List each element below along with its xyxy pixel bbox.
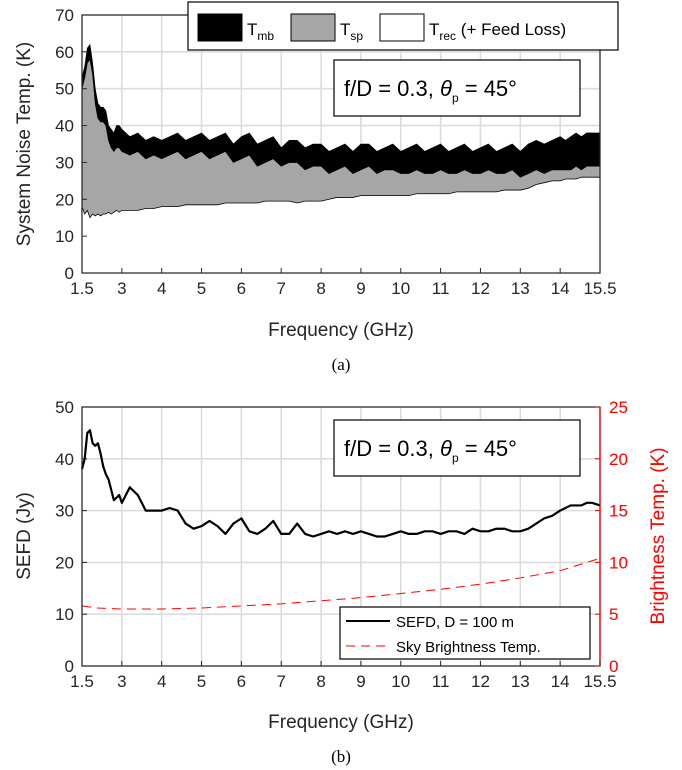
panel-b-y-ticks: 0 10 20 30 40 50 — [55, 398, 87, 676]
legend-swatch-t-rec — [379, 13, 425, 42]
panel-a-y-axis-label: System Noise Temp. (K) — [14, 42, 35, 246]
panel-b-annotation-sub: p — [452, 451, 459, 465]
x-tick-label: 12 — [471, 279, 490, 298]
y-tick-label: 40 — [55, 117, 74, 136]
y-tick-label: 0 — [65, 657, 74, 676]
legend-label-t-mb: Tmb — [247, 20, 274, 43]
y2-tick-label: 0 — [609, 657, 618, 676]
panel-b-caption: (b) — [331, 747, 351, 766]
x-tick-label: 10 — [391, 279, 410, 298]
panel-a-annotation: f/D = 0.3, θp = 45° — [344, 76, 517, 105]
panel-a-legend: Tmb Tsp Trec (+ Feed Loss) — [187, 1, 619, 51]
y-tick-label: 40 — [55, 450, 74, 469]
y-tick-label: 30 — [55, 502, 74, 521]
panel-b-annotation: f/D = 0.3, θp = 45° — [344, 436, 517, 465]
panel-a-x-ticks: 1.5 3 4 5 6 7 8 9 10 11 12 13 14 15.5 — [70, 268, 617, 298]
panel-b-annotation-box — [333, 419, 581, 477]
y2-tick-label: 15 — [609, 502, 628, 521]
x-tick-label: 3 — [117, 672, 126, 691]
panel-b-annotation-prefix: f/D = 0.3, — [344, 436, 440, 461]
x-tick-label: 3 — [117, 279, 126, 298]
x-tick-label: 5 — [197, 279, 206, 298]
x-tick-label: 8 — [316, 279, 325, 298]
x-tick-label: 15.5 — [583, 672, 616, 691]
panel-a-annotation-sub: p — [452, 91, 459, 105]
x-tick-label: 4 — [157, 279, 166, 298]
x-tick-label: 10 — [391, 672, 410, 691]
y-tick-label: 20 — [55, 190, 74, 209]
x-tick-label: 14 — [551, 672, 570, 691]
y-tick-label: 50 — [55, 80, 74, 99]
panel-b-x-axis-label: Frequency (GHz) — [268, 712, 414, 733]
x-tick-label: 1.5 — [70, 279, 94, 298]
x-tick-label: 14 — [551, 279, 570, 298]
x-tick-label: 15.5 — [583, 279, 616, 298]
area-t-rec — [81, 176, 601, 274]
panel-a-chart: 1.5 3 4 5 6 7 8 9 10 11 12 13 14 15.5 0 10 20 30 40 50 60 70… — [14, 1, 619, 374]
y2-tick-label: 10 — [609, 553, 628, 572]
x-tick-label: 13 — [511, 672, 530, 691]
y-tick-label: 20 — [55, 553, 74, 572]
legend-swatch-t-sp — [290, 13, 336, 42]
panel-b-y2-ticks: 0 5 10 15 20 25 — [595, 398, 628, 676]
legend-label-sefd: SEFD, D = 100 m — [396, 614, 514, 631]
y-tick-label: 10 — [55, 227, 74, 246]
x-tick-label: 6 — [237, 279, 246, 298]
y-tick-label: 10 — [55, 605, 74, 624]
y-tick-label: 60 — [55, 43, 74, 62]
x-tick-label: 5 — [197, 672, 206, 691]
panel-a-annotation-suffix: = 45° — [459, 76, 517, 101]
y2-tick-label: 20 — [609, 450, 628, 469]
x-tick-label: 1.5 — [70, 672, 94, 691]
panel-b-lines — [80, 429, 601, 610]
panel-b-legend: SEFD, D = 100 m Sky Brightness Temp. — [339, 606, 591, 660]
x-tick-label: 7 — [276, 672, 285, 691]
legend-label-sky-brightness: Sky Brightness Temp. — [396, 639, 541, 656]
panel-a-caption: (a) — [332, 355, 351, 374]
panel-b-x-ticks: 1.5 3 4 5 6 7 8 9 10 11 12 13 14 15.5 — [70, 661, 617, 691]
panel-a-areas — [81, 43, 601, 274]
legend-swatch-t-mb — [197, 13, 243, 42]
panel-a-y-ticks: 0 10 20 30 40 50 60 70 — [55, 6, 87, 283]
x-tick-label: 8 — [316, 672, 325, 691]
x-tick-label: 11 — [432, 279, 450, 298]
panel-a-x-axis-label: Frequency (GHz) — [268, 320, 414, 341]
panel-a-annotation-prefix: f/D = 0.3, — [344, 76, 440, 101]
y-tick-label: 0 — [65, 264, 74, 283]
y-tick-label: 30 — [55, 153, 74, 172]
x-tick-label: 7 — [276, 279, 285, 298]
y2-tick-label: 5 — [609, 605, 618, 624]
line-sefd — [80, 429, 601, 538]
x-tick-label: 4 — [157, 672, 166, 691]
panel-b-legend-box — [339, 606, 591, 660]
y-tick-label: 50 — [55, 398, 74, 417]
legend-label-t-rec: Trec (+ Feed Loss) — [429, 20, 566, 43]
x-tick-label: 9 — [356, 279, 365, 298]
panel-b-y2-axis-label: Brightness Temp. (K) — [648, 447, 669, 624]
panel-a-annotation-box — [333, 59, 581, 117]
legend-label-t-sp: Tsp — [340, 20, 363, 43]
panel-a-annotation-theta: θ — [440, 76, 452, 101]
x-tick-label: 12 — [471, 672, 490, 691]
y2-tick-label: 25 — [609, 398, 628, 417]
x-tick-label: 11 — [432, 672, 450, 691]
panel-b-annotation-suffix: = 45° — [459, 436, 517, 461]
panel-b-annotation-theta: θ — [440, 436, 452, 461]
x-tick-label: 13 — [511, 279, 530, 298]
y-tick-label: 70 — [55, 6, 74, 25]
line-sky-brightness — [81, 557, 601, 610]
x-tick-label: 9 — [356, 672, 365, 691]
panel-b-y-axis-label: SEFD (Jy) — [14, 492, 35, 580]
x-tick-label: 6 — [237, 672, 246, 691]
